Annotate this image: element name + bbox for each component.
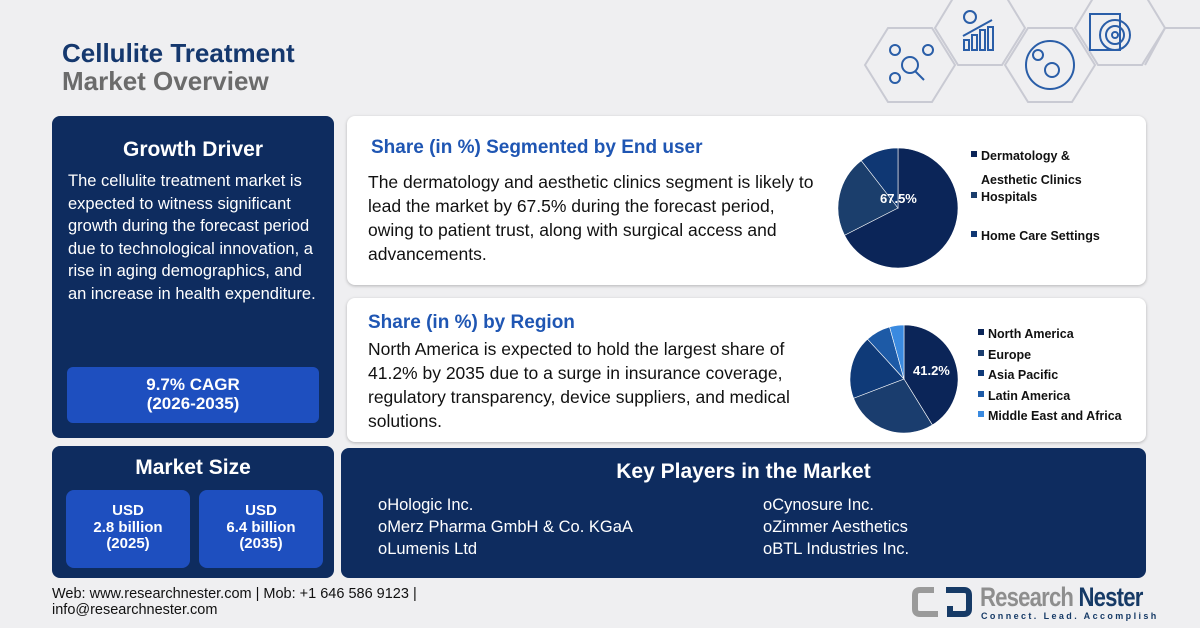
logo-icon xyxy=(912,587,972,617)
pie-slice-europe xyxy=(853,378,933,434)
currency: USD xyxy=(112,502,144,519)
region-legend: North America Europe Asia Pacific Latin Ame… xyxy=(978,327,1122,430)
legend-swatch xyxy=(978,329,984,335)
page-subtitle: Market Overview xyxy=(62,66,269,96)
region-pie-label: 41.2% xyxy=(913,363,950,378)
end-user-pie-label: 67.5% xyxy=(880,191,917,206)
region-pie-chart xyxy=(849,324,959,434)
player-item: oMerz Pharma GmbH & Co. KGaA xyxy=(378,518,633,536)
legend-label: Europe xyxy=(988,347,1032,362)
research-nester-logo: Research Nester Connect. Lead. Accomplis… xyxy=(912,582,1192,624)
value: 6.4 billion xyxy=(226,518,296,536)
legend-dermatology: Dermatology & xyxy=(971,149,1070,163)
key-players-col2: oCynosure Inc. oZimmer Aesthetics oBTL I… xyxy=(763,494,909,560)
legend-label: Home Care Settings xyxy=(981,229,1100,243)
legend-hospitals: Hospitals xyxy=(971,190,1037,204)
legend-swatch xyxy=(971,231,977,237)
legend-item: North America xyxy=(978,327,1122,341)
currency: USD xyxy=(245,502,277,519)
legend-swatch xyxy=(978,349,984,356)
footer-contact: Web: www.researchnester.com | Mob: +1 64… xyxy=(52,586,417,602)
pie-slice-middle-east-and-africa xyxy=(889,324,905,380)
legend-dermatology-cont: Aesthetic Clinics xyxy=(981,173,1082,187)
growth-driver-panel: Growth Driver The cellulite treatment ma… xyxy=(52,116,334,438)
legend-swatch xyxy=(971,151,977,157)
player-item: oZimmer Aesthetics xyxy=(763,518,908,536)
legend-label: Hospitals xyxy=(981,190,1038,204)
legend-item: Middle East and Africa xyxy=(978,409,1122,423)
legend-label: Asia Pacific xyxy=(988,368,1059,382)
legend-swatch xyxy=(978,411,984,417)
cagr-period: (2026-2035) xyxy=(146,394,240,413)
hexagon-icon-decoration xyxy=(863,0,1200,103)
legend-item: Asia Pacific xyxy=(978,368,1122,382)
market-size-panel: Market Size USD 2.8 billion (2025) USD 6… xyxy=(52,446,334,578)
legend-label: Latin America xyxy=(988,388,1071,403)
market-size-2025: USD 2.8 billion (2025) xyxy=(66,490,190,568)
year: (2035) xyxy=(239,535,283,552)
value: 2.8 billion xyxy=(93,518,163,536)
legend-label: North America xyxy=(988,327,1074,341)
key-players-panel: Key Players in the Market oHologic Inc. … xyxy=(341,448,1146,578)
pie-slice-home-care-settings xyxy=(860,147,899,209)
year: (2025) xyxy=(106,535,150,552)
market-size-2035: USD 6.4 billion (2035) xyxy=(199,490,323,568)
legend-swatch xyxy=(978,390,984,397)
pie-slice-hospitals xyxy=(837,160,899,236)
legend-label: Middle East and Africa xyxy=(988,409,1122,423)
target-clipboard-icon xyxy=(1089,13,1131,51)
region-heading: Share (in %) by Region xyxy=(368,312,575,333)
key-players-heading: Key Players in the Market xyxy=(616,460,871,483)
cagr-badge: 9.7% CAGR (2026-2035) xyxy=(67,367,319,423)
pie-slice-dermatology-aesthetic-clinics xyxy=(844,147,959,269)
legend-label: Dermatology & xyxy=(981,149,1070,163)
page-title: Cellulite Treatment xyxy=(62,38,295,68)
pie-slice-asia-pacific xyxy=(849,338,905,399)
player-item: oBTL Industries Inc. xyxy=(763,540,910,558)
key-players-col1: oHologic Inc. oMerz Pharma GmbH & Co. KG… xyxy=(378,494,633,560)
end-user-heading: Share (in %) Segmented by End user xyxy=(371,137,703,158)
end-user-text: The dermatology and aesthetic clinics se… xyxy=(368,172,814,264)
legend-swatch xyxy=(971,192,977,198)
legend-item: Europe xyxy=(978,348,1122,362)
legend-item: Latin America xyxy=(978,389,1122,403)
footer-email: info@researchnester.com xyxy=(52,602,218,618)
end-user-pie-chart xyxy=(837,147,959,269)
legend-swatch xyxy=(978,370,984,376)
globe-money-icon xyxy=(1025,40,1075,90)
network-icon xyxy=(889,44,934,84)
cagr-value: 9.7% CAGR xyxy=(146,375,240,394)
pie-slice-north-america xyxy=(903,324,959,426)
player-item: oLumenis Ltd xyxy=(378,540,478,558)
legend-home-care: Home Care Settings xyxy=(971,229,1100,243)
growth-driver-text: The cellulite treatment market is expect… xyxy=(68,172,316,303)
region-panel: Share (in %) by Region North America is … xyxy=(347,298,1146,442)
market-size-heading: Market Size xyxy=(135,456,251,479)
end-user-panel: Share (in %) Segmented by End user The d… xyxy=(347,116,1146,285)
growth-chart-icon xyxy=(962,10,994,51)
region-text: North America is expected to hold the la… xyxy=(368,339,790,431)
growth-driver-heading: Growth Driver xyxy=(122,138,264,161)
player-item: oHologic Inc. xyxy=(378,496,474,514)
player-item: oCynosure Inc. xyxy=(763,496,874,514)
